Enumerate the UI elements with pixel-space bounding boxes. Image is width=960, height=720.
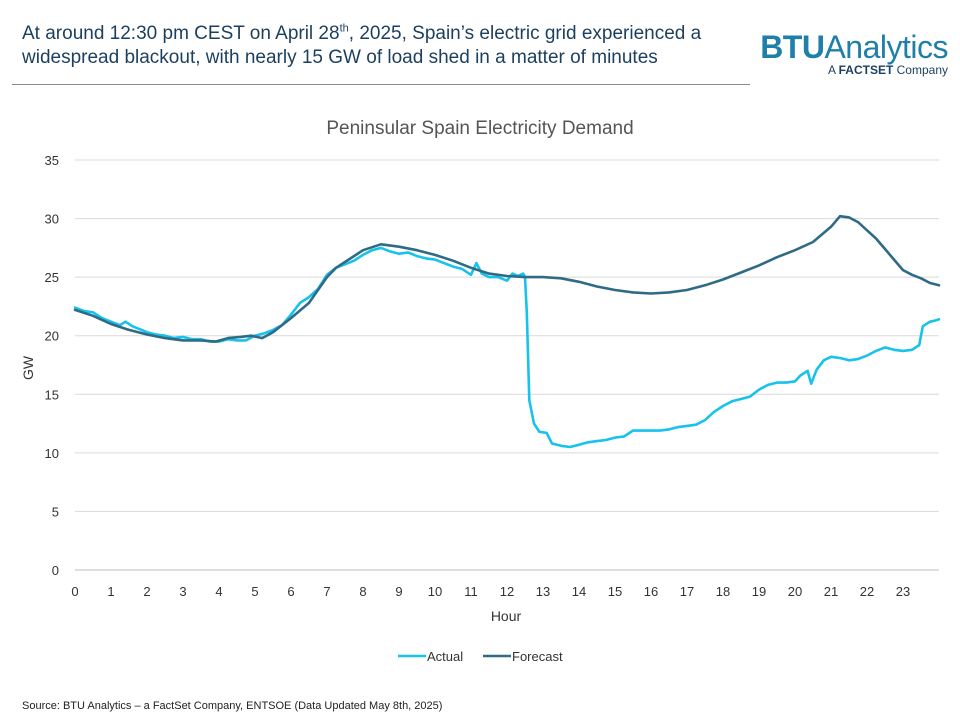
y-tick-label: 5 [52, 504, 59, 519]
x-tick-label: 21 [824, 584, 838, 599]
legend-label-forecast: Forecast [512, 649, 563, 664]
x-tick-label: 20 [788, 584, 802, 599]
y-tick-label: 25 [45, 270, 59, 285]
x-tick-label: 0 [71, 584, 78, 599]
x-axis-label: Hour [491, 608, 522, 624]
headline-superscript: th [339, 22, 349, 35]
x-tick-label: 9 [395, 584, 402, 599]
x-tick-label: 4 [215, 584, 222, 599]
btu-analytics-logo: BTUAnalytics A FACTSET Company [760, 30, 948, 77]
x-tick-label: 11 [464, 584, 478, 599]
x-tick-label: 5 [251, 584, 258, 599]
legend: Actual Forecast [398, 649, 563, 664]
x-tick-label: 12 [500, 584, 514, 599]
source-note: Source: BTU Analytics – a FactSet Compan… [22, 700, 443, 712]
x-tick-label: 1 [107, 584, 114, 599]
x-tick-label: 22 [860, 584, 874, 599]
y-tick-label: 10 [45, 446, 59, 461]
y-tick-label: 30 [45, 212, 59, 227]
y-axis-label: GW [20, 355, 36, 380]
grid-layer [75, 159, 939, 571]
series-layer [73, 214, 941, 449]
headline-text-1: At around 12:30 pm CEST on April 28 [22, 23, 340, 44]
x-tick-label: 19 [752, 584, 766, 599]
y-tick-label: 35 [45, 153, 59, 168]
x-tick-label: 2 [143, 584, 150, 599]
x-tick-label: 17 [680, 584, 694, 599]
x-tick-label: 23 [896, 584, 910, 599]
y-tick-label: 0 [52, 563, 59, 578]
chart-title: Peninsular Spain Electricity Demand [326, 118, 633, 139]
x-tick-label: 7 [323, 584, 330, 599]
x-tick-label: 15 [608, 584, 622, 599]
series-line-actual [73, 246, 941, 449]
x-tick-label: 18 [716, 584, 730, 599]
header-divider [12, 84, 750, 85]
x-tick-label: 6 [287, 584, 294, 599]
x-tick-label: 8 [359, 584, 366, 599]
legend-label-actual: Actual [427, 649, 463, 664]
logo-brand: BTU [760, 29, 825, 65]
y-tick-label: 20 [45, 329, 59, 344]
x-tick-label: 13 [536, 584, 550, 599]
y-tick-label: 15 [45, 387, 59, 402]
logo-tagline-prefix: A [827, 63, 839, 77]
x-tick-label: 14 [572, 584, 586, 599]
x-tick-label: 10 [428, 584, 442, 599]
logo-name: Analytics [824, 29, 948, 65]
logo-tagline-brand: FACTSET [838, 63, 894, 77]
logo-tagline-suffix: Company [893, 63, 948, 77]
headline-text-2: , 2025, Spain’s electric grid experience… [22, 23, 702, 68]
series-line-forecast [73, 214, 941, 343]
headline: At around 12:30 pm CEST on April 28th, 2… [22, 22, 742, 70]
x-tick-label: 3 [179, 584, 186, 599]
x-tick-label: 16 [644, 584, 658, 599]
